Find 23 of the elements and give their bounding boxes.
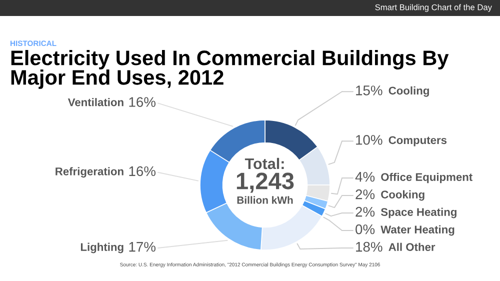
slice-label: Refrigeration — [56, 167, 124, 178]
slice-label: Lighting — [80, 242, 124, 254]
data-label: 10% — [356, 134, 382, 145]
text: Billion kWh — [237, 196, 293, 204]
data-label: 16% — [129, 97, 156, 107]
data-label: 17% — [129, 242, 156, 252]
data-label: 2% — [356, 189, 375, 200]
slice-label: Cooking — [381, 190, 424, 201]
data-label: 2% — [356, 206, 375, 217]
slice-label: Cooling — [388, 86, 429, 97]
slice-label: Space Heating — [380, 208, 456, 218]
text: 0% — [356, 224, 375, 234]
text: Total: — [244, 158, 284, 170]
slice-label: Office Equipment — [381, 172, 472, 184]
data-label: 18% — [356, 242, 382, 252]
data-label: 4% — [355, 172, 375, 182]
slice-label: All Other — [388, 242, 436, 251]
category-label: Water Heating — [380, 225, 454, 236]
data-label: 16% — [129, 166, 156, 176]
text: 1,243 — [236, 172, 294, 193]
slice-label: Ventilation — [68, 98, 124, 106]
text: Smart Building Chart of the Day — [375, 4, 492, 12]
slice-label: Computers — [388, 136, 447, 146]
